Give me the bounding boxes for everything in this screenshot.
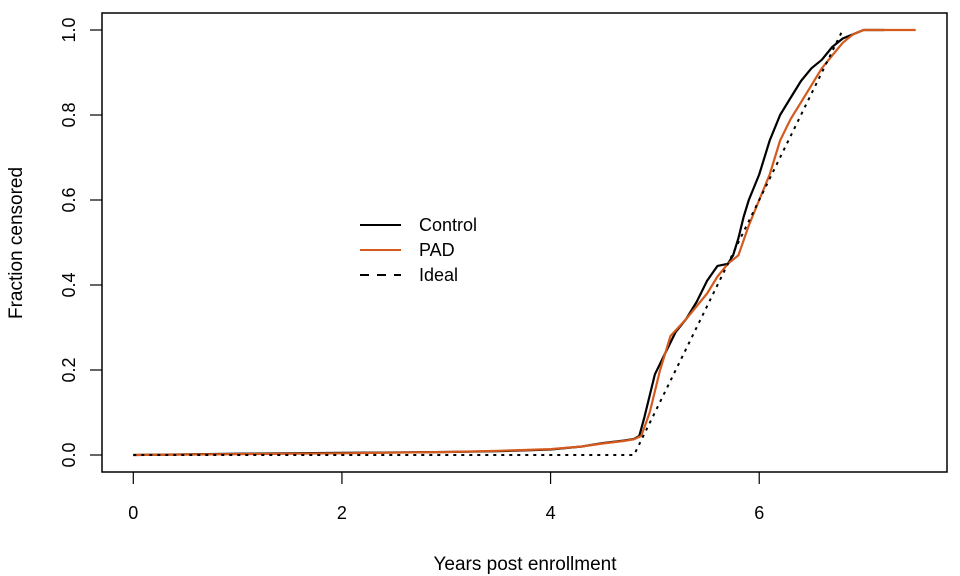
legend: Control PAD Ideal <box>360 215 477 285</box>
x-tick-label: 4 <box>546 503 556 523</box>
y-tick-label: 1.0 <box>59 17 79 42</box>
x-tick-label: 0 <box>128 503 138 523</box>
y-tick-label: 0.4 <box>59 272 79 297</box>
legend-label-pad: PAD <box>419 240 455 260</box>
legend-label-control: Control <box>419 215 477 235</box>
x-axis: 0 2 4 6 <box>128 471 764 523</box>
y-tick-label: 0.2 <box>59 357 79 382</box>
legend-label-ideal: Ideal <box>419 265 458 285</box>
y-tick-label: 0.0 <box>59 442 79 467</box>
y-axis: 0.0 0.2 0.4 0.6 0.8 1.0 <box>59 17 102 468</box>
series-line-pad <box>133 28 916 457</box>
x-axis-title: Years post enrollment <box>433 554 617 575</box>
plot-frame <box>101 12 948 473</box>
y-tick-label: 0.8 <box>59 102 79 127</box>
y-axis-title: Fraction censored <box>6 167 27 319</box>
x-tick-label: 2 <box>337 503 347 523</box>
series-line-ideal <box>133 29 844 456</box>
series-line-control <box>133 28 885 457</box>
plot-series <box>133 28 916 457</box>
y-tick-label: 0.6 <box>59 187 79 212</box>
x-tick-label: 6 <box>754 503 764 523</box>
